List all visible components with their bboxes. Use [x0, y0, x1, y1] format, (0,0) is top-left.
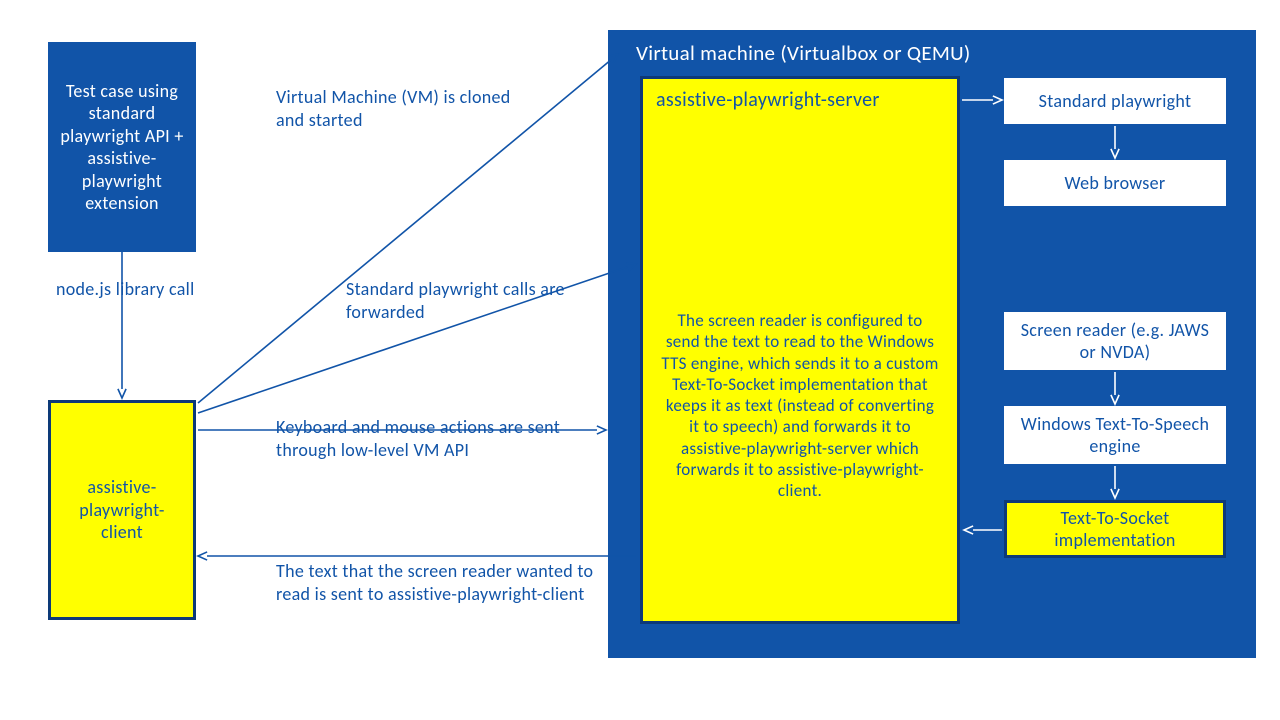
standard-playwright-box: Standard playwright: [1004, 78, 1226, 124]
screen-reader-text: Screen reader (e.g. JAWS or NVDA): [1013, 319, 1217, 364]
label-nodejs-call: node.js library call: [56, 278, 195, 301]
server-title: assistive-playwright-server: [656, 88, 880, 113]
label-calls-forwarded: Standard playwright calls are forwarded: [346, 278, 566, 323]
diagram-stage: Virtual machine (Virtualbox or QEMU) Tes…: [0, 0, 1280, 720]
text-to-socket-text: Text-To-Socket implementation: [1015, 507, 1215, 552]
server-body-text: The screen reader is configured to send …: [660, 310, 940, 501]
test-case-box: Test case using standard playwright API …: [48, 42, 196, 252]
client-text: assistive-playwright-client: [59, 476, 185, 544]
label-kb-mouse: Keyboard and mouse actions are sent thro…: [276, 416, 596, 461]
label-vm-cloned: Virtual Machine (VM) is cloned and start…: [276, 86, 536, 131]
web-browser-text: Web browser: [1065, 172, 1166, 195]
screen-reader-box: Screen reader (e.g. JAWS or NVDA): [1004, 312, 1226, 370]
text-to-socket-box: Text-To-Socket implementation: [1004, 500, 1226, 558]
label-text-sent-back: The text that the screen reader wanted t…: [276, 560, 596, 605]
test-case-text: Test case using standard playwright API …: [57, 80, 187, 215]
standard-playwright-text: Standard playwright: [1039, 90, 1192, 113]
tts-engine-box: Windows Text-To-Speech engine: [1004, 406, 1226, 464]
tts-engine-text: Windows Text-To-Speech engine: [1013, 413, 1217, 458]
vm-title: Virtual machine (Virtualbox or QEMU): [636, 40, 971, 66]
client-box: assistive-playwright-client: [48, 400, 196, 620]
web-browser-box: Web browser: [1004, 160, 1226, 206]
